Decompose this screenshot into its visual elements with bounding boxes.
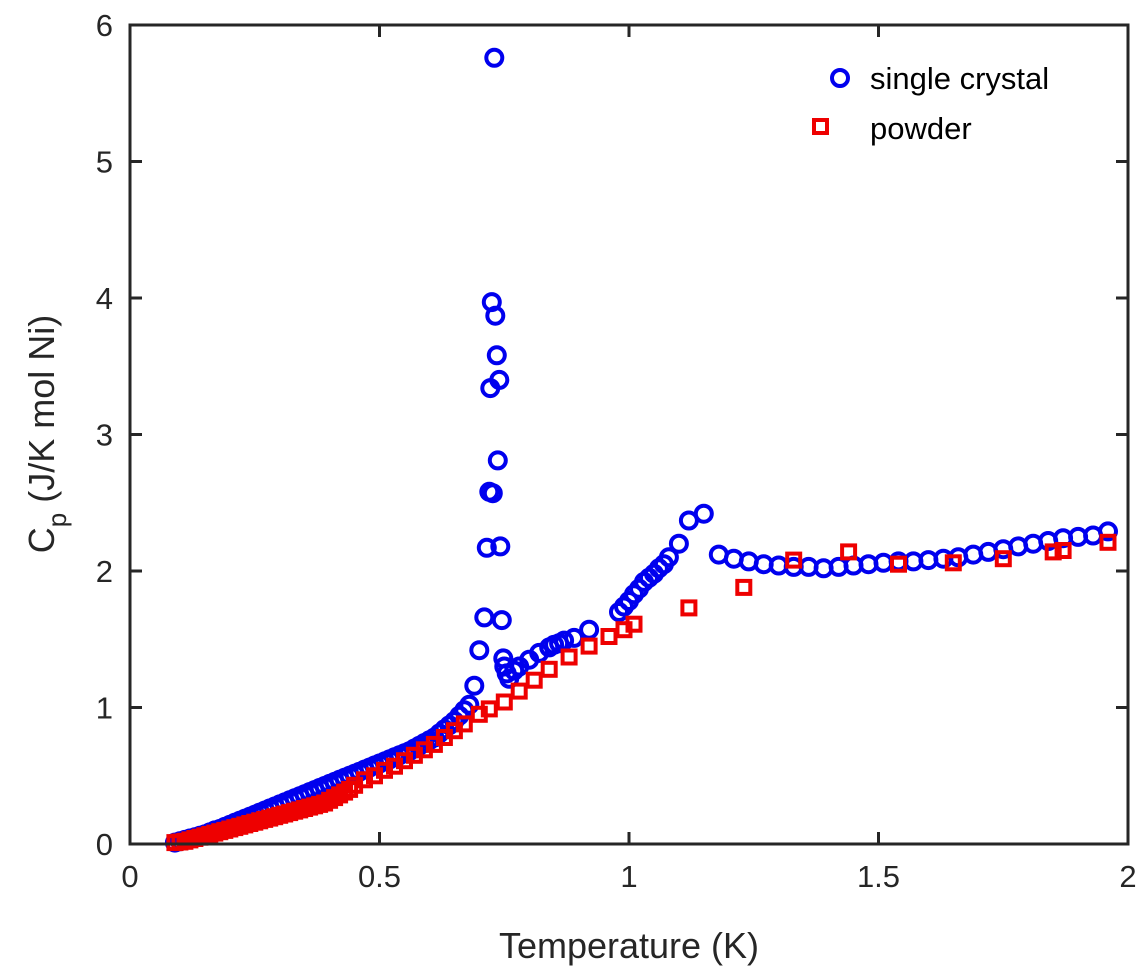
x-axis-label: Temperature (K) (499, 925, 759, 966)
x-tick-label: 2 (1119, 859, 1136, 894)
powder-point (376, 761, 393, 779)
plot-marks (164, 47, 1118, 853)
single-crystal-point (486, 345, 507, 366)
single-crystal-point (693, 503, 714, 524)
single-crystal-point (482, 483, 503, 504)
powder-point (840, 543, 858, 561)
axis-ticks (128, 23, 1130, 846)
powder-point (1054, 542, 1072, 559)
single-crystal-point (668, 533, 689, 554)
powder-point (680, 599, 698, 617)
powder-point (1099, 533, 1117, 551)
legend-marker-single-crystal (830, 68, 850, 88)
legend-marker-powder (812, 118, 829, 135)
legend: single crystal powder (812, 61, 1049, 146)
powder-point (1044, 543, 1062, 561)
y-axis-label: Cp (J/K mol Ni) (21, 315, 72, 553)
single-crystal-point (476, 537, 497, 558)
powder-point (600, 628, 618, 645)
powder-point (480, 700, 498, 718)
single-crystal-point (484, 47, 505, 68)
y-axis-label-main: C (21, 527, 62, 553)
legend-label-single-crystal: single crystal (870, 61, 1049, 96)
single-crystal-point (489, 369, 510, 390)
single-crystal-point (485, 305, 506, 326)
y-tick-label: 6 (96, 8, 113, 43)
y-tick-label: 3 (96, 418, 113, 453)
single-crystal-point (459, 694, 480, 715)
x-tick-label: 0.5 (358, 859, 401, 894)
powder-point (540, 660, 558, 678)
single-crystal-point (1098, 521, 1118, 542)
powder-point (525, 671, 543, 689)
single-crystal-point (469, 640, 490, 661)
single-crystal-point (658, 547, 679, 568)
x-tick-label: 1.5 (857, 859, 900, 894)
powder-point (944, 554, 962, 572)
single-crystal-point (487, 450, 508, 471)
plot-frame (128, 23, 1130, 846)
powder-point (735, 578, 753, 596)
y-tick-label: 0 (96, 827, 113, 862)
single-crystal-point (491, 610, 512, 631)
powder-point (625, 615, 643, 633)
powder-point (560, 648, 578, 666)
single-crystal-point (529, 642, 550, 663)
x-tick-label: 1 (620, 859, 637, 894)
y-tick-label: 2 (96, 554, 113, 589)
powder-point (785, 551, 803, 569)
y-tick-label: 5 (96, 145, 113, 180)
single-crystal-point (490, 536, 511, 557)
single-crystal-point (464, 675, 485, 696)
powder-point (495, 693, 513, 711)
legend-label-powder: powder (870, 111, 972, 146)
powder-point (994, 550, 1012, 568)
powder-point (890, 555, 907, 573)
powder-point (510, 682, 528, 700)
single-crystal-point (474, 607, 495, 628)
y-axis-label-subscript: p (42, 513, 72, 527)
single-crystal-point (579, 619, 600, 640)
y-tick-label: 1 (96, 691, 113, 726)
x-tick-label: 0 (121, 859, 138, 894)
y-tick-label: 4 (96, 281, 113, 316)
powder-point (580, 637, 598, 655)
powder-point (356, 771, 373, 789)
y-axis-label-units: (J/K mol Ni) (21, 315, 62, 503)
powder-point (455, 715, 473, 733)
axis-tick-labels: 0 0.5 1 1.5 2 0 1 2 3 4 5 6 (96, 8, 1137, 894)
